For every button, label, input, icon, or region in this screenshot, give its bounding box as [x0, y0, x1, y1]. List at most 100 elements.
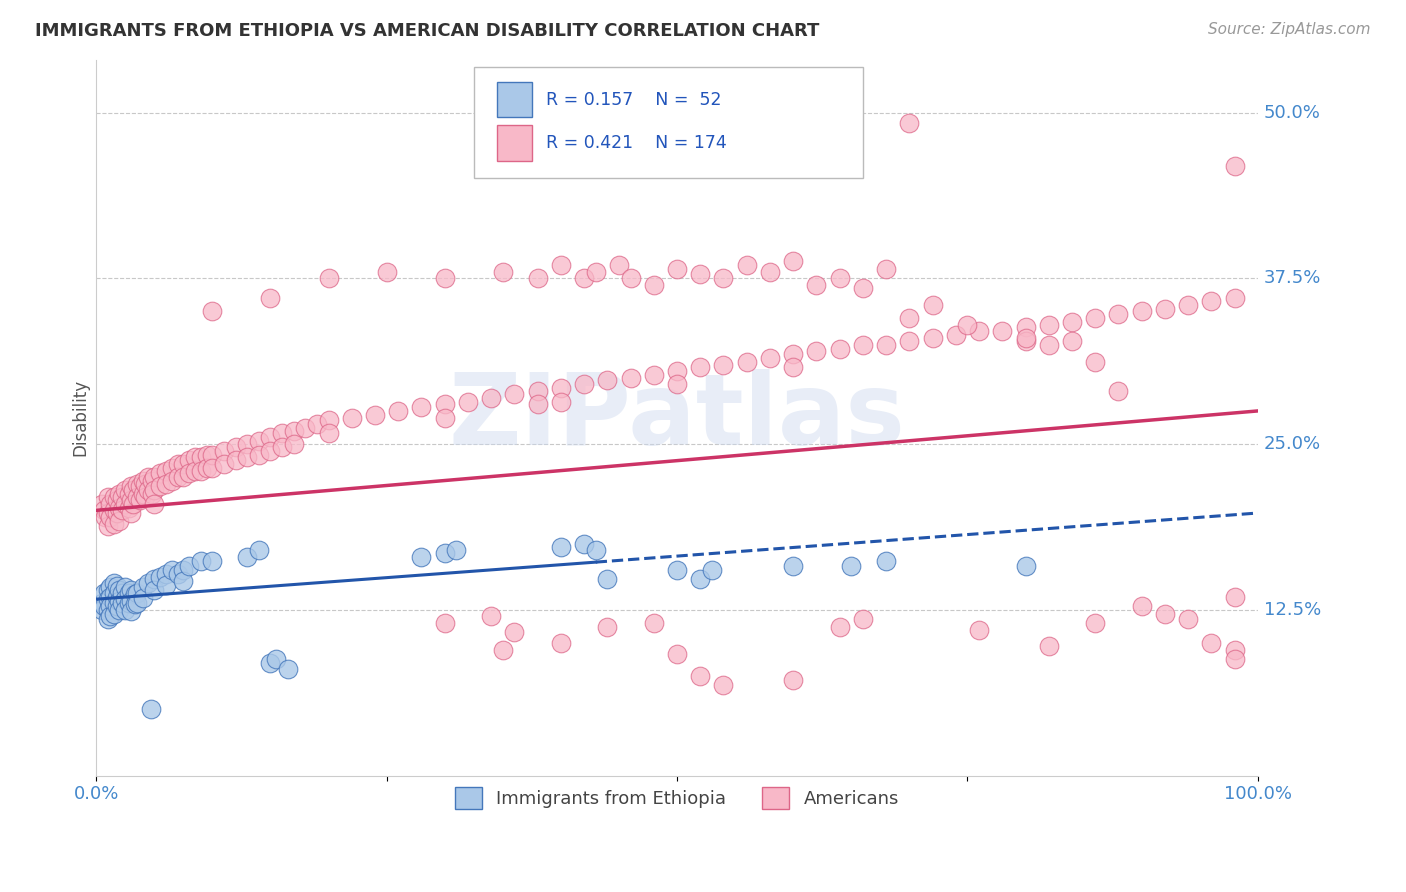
Point [91, 497, 114, 511]
Point [108, 514, 131, 528]
Point [713, 358, 735, 372]
Point [572, 271, 595, 285]
Point [318, 413, 340, 427]
Point [195, 461, 218, 475]
Point [340, 410, 363, 425]
Point [105, 590, 128, 604]
Point [596, 572, 619, 586]
Point [120, 492, 142, 507]
Point [572, 377, 595, 392]
Point [666, 377, 689, 392]
Legend: Immigrants from Ethiopia, Americans: Immigrants from Ethiopia, Americans [447, 780, 907, 816]
Point [433, 410, 456, 425]
Point [283, 437, 305, 451]
Point [259, 443, 281, 458]
Point [98, 497, 121, 511]
Point [103, 585, 125, 599]
Point [375, 265, 398, 279]
Point [839, 559, 862, 574]
Point [271, 426, 294, 441]
Point [120, 604, 142, 618]
Point [271, 440, 294, 454]
Point [828, 620, 851, 634]
Point [190, 554, 212, 568]
Point [97, 612, 120, 626]
Point [155, 577, 177, 591]
Point [122, 483, 145, 498]
Text: 25.0%: 25.0% [1264, 435, 1320, 453]
Point [120, 479, 142, 493]
Point [782, 360, 804, 375]
Point [735, 355, 758, 369]
FancyBboxPatch shape [496, 81, 531, 118]
Point [550, 258, 572, 272]
Point [111, 503, 134, 517]
Point [828, 271, 851, 285]
Point [129, 492, 152, 507]
Point [713, 271, 735, 285]
Point [1084, 311, 1107, 326]
Point [93, 585, 115, 599]
Point [129, 479, 152, 493]
Point [141, 487, 163, 501]
Point [550, 636, 572, 650]
Point [141, 474, 163, 488]
Point [143, 582, 166, 597]
Point [122, 497, 145, 511]
Point [806, 344, 828, 359]
Point [114, 580, 136, 594]
Point [259, 656, 281, 670]
Point [143, 497, 166, 511]
Point [1223, 291, 1246, 305]
Point [172, 574, 194, 588]
Point [1084, 355, 1107, 369]
Point [105, 506, 128, 520]
Point [143, 470, 166, 484]
Point [1038, 318, 1060, 332]
Point [828, 105, 851, 120]
Text: R = 0.157    N =  52: R = 0.157 N = 52 [546, 90, 721, 109]
Point [991, 325, 1014, 339]
Point [103, 596, 125, 610]
Point [1014, 320, 1036, 334]
Point [1223, 652, 1246, 666]
Point [921, 331, 943, 345]
Point [492, 642, 515, 657]
Point [155, 464, 177, 478]
Point [411, 400, 433, 414]
Point [446, 543, 468, 558]
Point [264, 652, 287, 666]
Point [166, 566, 188, 581]
Point [689, 360, 711, 375]
Point [139, 702, 162, 716]
Point [956, 318, 979, 332]
Point [479, 609, 502, 624]
Point [125, 476, 148, 491]
Point [1130, 599, 1153, 613]
Point [585, 543, 607, 558]
Point [124, 598, 146, 612]
Point [1177, 612, 1199, 626]
Point [247, 543, 270, 558]
Point [236, 450, 259, 465]
Point [875, 262, 897, 277]
Point [689, 268, 711, 282]
Y-axis label: Disability: Disability [72, 379, 89, 456]
Point [108, 500, 131, 515]
Point [190, 450, 212, 465]
Point [550, 381, 572, 395]
Point [108, 582, 131, 597]
Point [98, 510, 121, 524]
Point [125, 585, 148, 599]
Point [97, 582, 120, 597]
Point [259, 291, 281, 305]
Point [277, 663, 299, 677]
Point [111, 490, 134, 504]
Point [149, 569, 172, 583]
Point [1130, 304, 1153, 318]
Point [201, 554, 224, 568]
Point [98, 599, 121, 613]
Point [782, 673, 804, 687]
Point [433, 546, 456, 560]
Point [247, 434, 270, 449]
